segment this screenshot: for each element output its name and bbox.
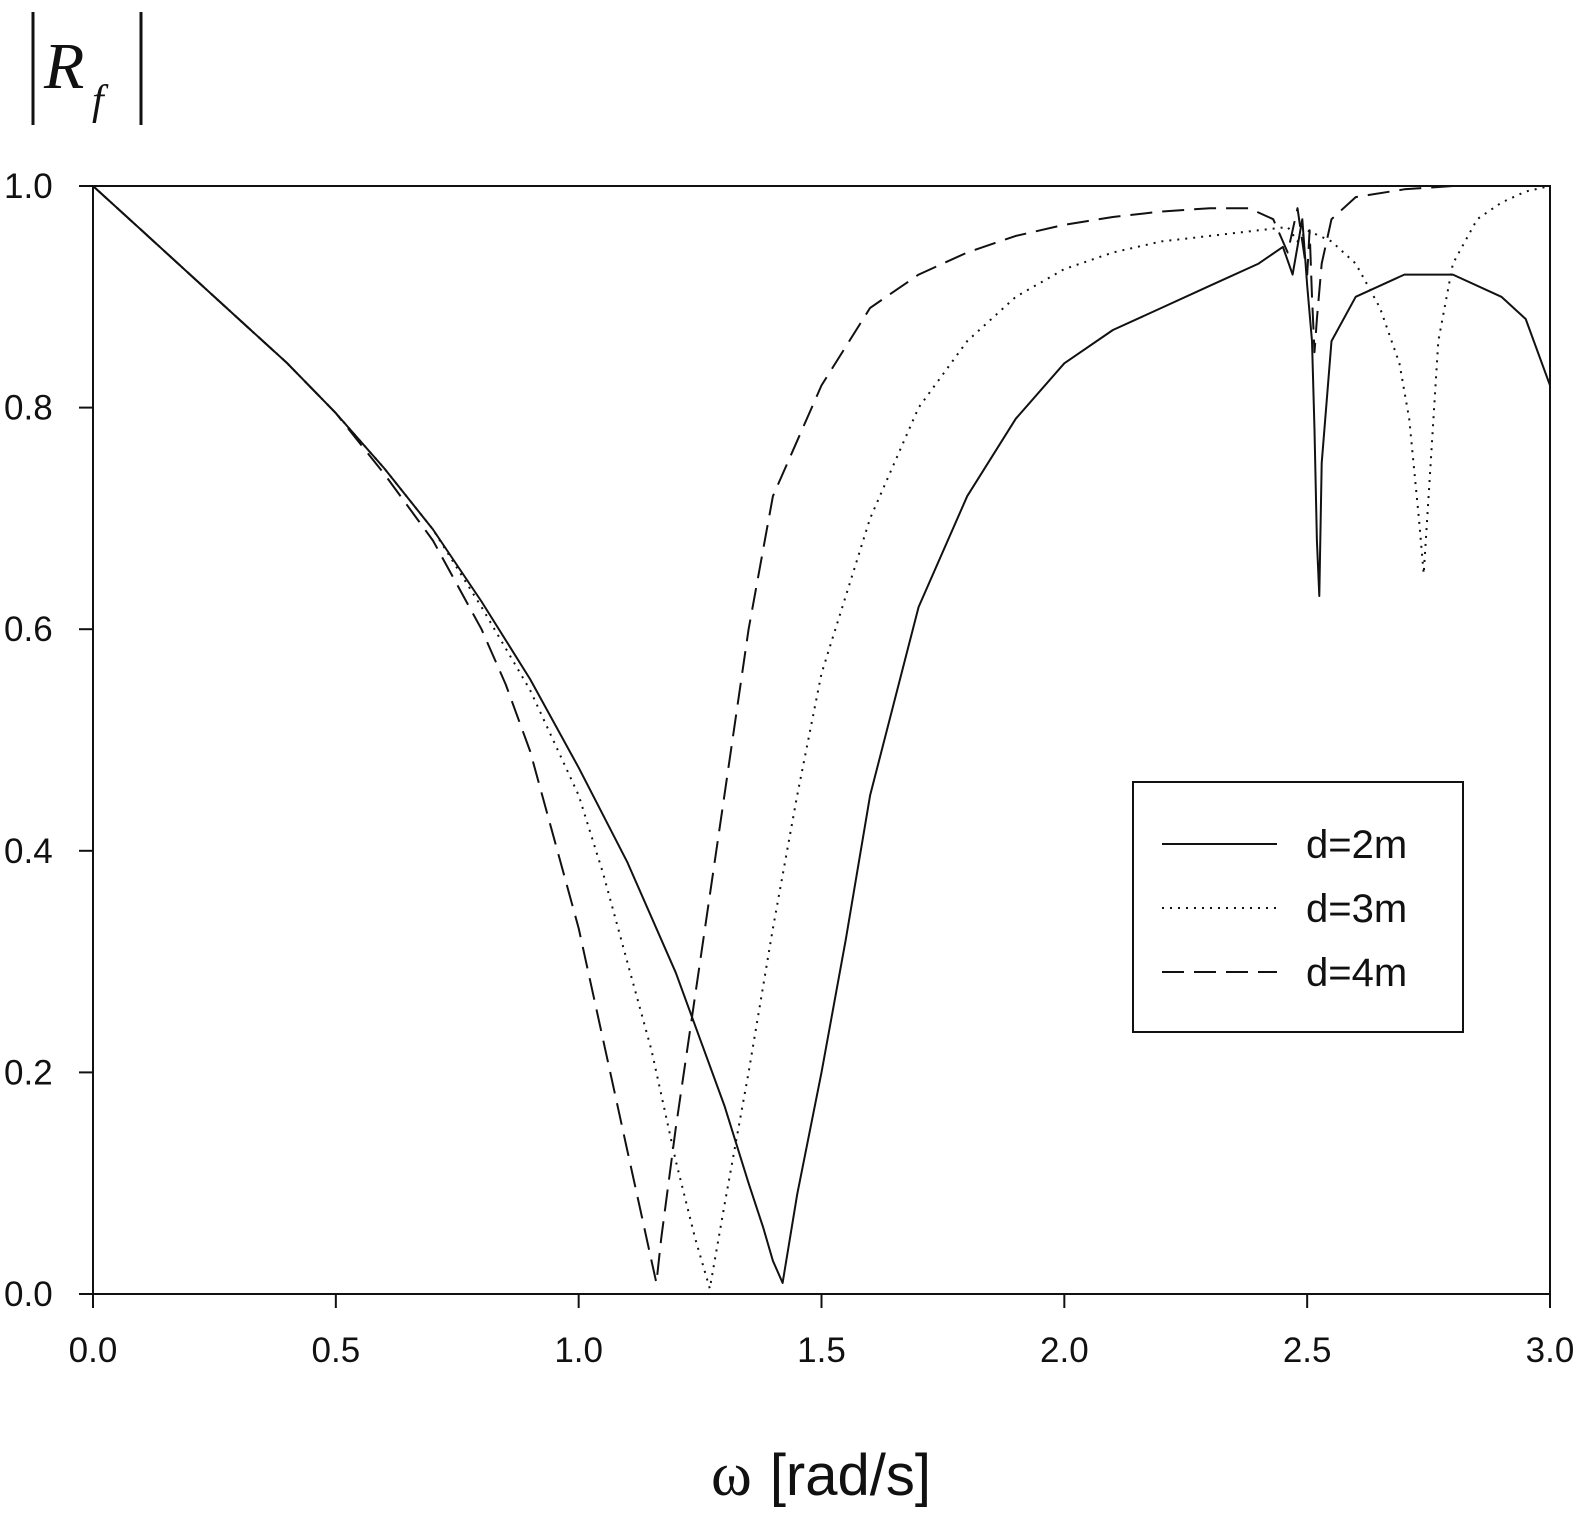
legend-label-d3: d=3m xyxy=(1306,887,1407,931)
series-layer xyxy=(92,185,1551,1290)
series-line-d-3m xyxy=(92,185,1551,1290)
x-axis-label: ω [rad/s] xyxy=(711,1441,931,1509)
y-tick-label: 0.8 xyxy=(4,389,53,428)
legend-label-d2: d=2m xyxy=(1306,823,1407,867)
x-tick-label: 0.0 xyxy=(69,1331,118,1370)
y-tick-label: 1.0 xyxy=(4,167,53,206)
series-line-d-4m xyxy=(92,185,1550,1284)
y-tick-label: 0.6 xyxy=(4,610,53,649)
y-tick-label: 0.2 xyxy=(4,1053,53,1092)
x-tick-label: 3.0 xyxy=(1526,1331,1575,1370)
legend-label-d4: d=4m xyxy=(1306,951,1407,995)
legend-box xyxy=(1132,781,1464,1033)
legend: d=2m d=3m d=4m xyxy=(1132,781,1464,1033)
x-tick-label: 2.5 xyxy=(1283,1331,1332,1370)
x-tick-label: 0.5 xyxy=(312,1331,361,1370)
x-axis-symbol: ω xyxy=(711,1441,752,1509)
x-axis-unit: [rad/s] xyxy=(770,1443,931,1508)
y-axis-symbol: R xyxy=(43,30,84,103)
y-tick-label: 0.4 xyxy=(4,832,53,871)
series-line-d-2m xyxy=(92,185,1551,1284)
y-tick-label: 0.0 xyxy=(4,1275,53,1314)
y-axis-label: R f xyxy=(31,12,143,125)
x-tick-label: 1.5 xyxy=(797,1331,846,1370)
y-axis-subscript: f xyxy=(92,78,109,124)
y-axis-ticks: 0.0 0.2 0.4 0.6 0.8 1.0 xyxy=(4,167,93,1314)
x-tick-label: 2.0 xyxy=(1040,1331,1089,1370)
x-tick-label: 1.0 xyxy=(554,1331,603,1370)
x-axis-ticks: 0.0 0.5 1.0 1.5 2.0 2.5 3.0 xyxy=(69,1294,1575,1370)
